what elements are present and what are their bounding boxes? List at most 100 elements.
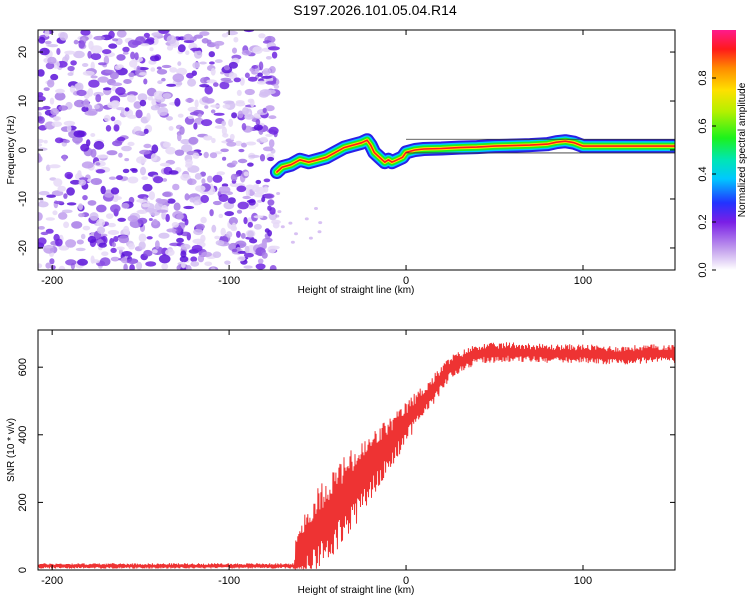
noise-blob	[264, 193, 275, 199]
snr-plot-area	[38, 330, 675, 570]
noise-blob	[209, 152, 218, 159]
noise-blob	[233, 77, 241, 83]
noise-blob	[267, 245, 277, 254]
noise-blob	[253, 124, 263, 131]
noise-blob	[257, 258, 264, 264]
noise-blob	[54, 92, 66, 101]
noise-blob	[308, 236, 313, 240]
noise-blob	[161, 64, 172, 69]
noise-blob	[218, 213, 224, 219]
noise-blob	[61, 209, 73, 214]
noise-blob	[229, 133, 235, 141]
noise-blob	[209, 209, 214, 217]
noise-blob	[80, 143, 90, 152]
noise-blob	[215, 240, 225, 246]
noise-blob	[74, 99, 86, 108]
noise-blob	[63, 221, 70, 229]
noise-blob	[50, 108, 60, 116]
noise-blob	[140, 43, 150, 47]
noise-blob	[107, 222, 116, 228]
noise-blob	[243, 265, 253, 269]
noise-blob	[180, 243, 191, 250]
noise-blob	[177, 44, 186, 53]
noise-blob	[240, 232, 246, 239]
noise-blob	[88, 79, 100, 88]
noise-blob	[110, 116, 116, 122]
noise-blob	[48, 164, 61, 169]
noise-blob	[228, 217, 238, 226]
noise-blob	[77, 258, 88, 266]
snr-panel: -200 -100 0 100 0 200 400 600 Height of straig…	[6, 329, 676, 596]
noise-blob	[215, 43, 220, 50]
noise-blob	[221, 126, 227, 136]
noise-blob	[212, 200, 222, 206]
noise-blob	[252, 46, 263, 54]
noise-blob	[150, 153, 158, 162]
noise-blob	[58, 245, 70, 251]
colorbar-label: Normalized spectral amplitude	[737, 82, 748, 217]
noise-blob	[58, 105, 69, 111]
noise-blob	[87, 200, 97, 206]
noise-blob	[318, 221, 323, 225]
noise-blob	[288, 221, 293, 225]
noise-blob	[304, 217, 309, 221]
noise-blob	[236, 185, 247, 193]
noise-blob	[138, 233, 147, 243]
snr-x-label: Height of straight line (km)	[298, 585, 415, 596]
noise-blob	[253, 215, 264, 219]
noise-blob	[162, 141, 171, 148]
noise-blob	[261, 75, 273, 79]
noise-blob	[180, 139, 191, 145]
snr-x-ticks: -200 -100 0 100	[41, 330, 592, 587]
noise-blob	[224, 80, 233, 83]
noise-blob	[148, 218, 153, 221]
noise-blob	[90, 255, 95, 264]
noise-blob	[199, 61, 207, 65]
noise-blob	[49, 258, 55, 265]
noise-blob	[77, 170, 82, 177]
noise-blob	[131, 168, 138, 173]
noise-blob	[158, 232, 170, 239]
noise-blob	[165, 213, 170, 223]
noise-blob	[63, 193, 68, 199]
noise-blob	[90, 75, 98, 79]
spectrogram-y-ticks: -20 -10 0 10 20	[17, 46, 675, 256]
noise-blob	[159, 162, 171, 167]
noise-blob	[143, 78, 148, 85]
ridge-layer	[269, 133, 675, 179]
noise-blob	[262, 107, 267, 114]
noise-blob	[44, 40, 52, 45]
noise-blob	[210, 104, 221, 108]
noise-blob	[133, 101, 142, 109]
noise-blob	[161, 263, 169, 270]
noise-blob	[194, 173, 202, 180]
noise-blob	[210, 68, 216, 76]
noise-blob	[71, 221, 83, 229]
noise-blob	[90, 178, 103, 185]
noise-blob	[231, 248, 238, 253]
noise-blob	[126, 258, 139, 265]
noise-blob	[247, 230, 255, 238]
noise-blob	[129, 264, 135, 270]
noise-blob	[112, 140, 123, 147]
noise-blob	[236, 230, 241, 238]
colorbar-tick-label: 0.4	[697, 166, 709, 181]
noise-blob	[38, 191, 50, 196]
noise-blob	[127, 114, 138, 119]
noise-blob	[199, 84, 210, 88]
noise-blob	[223, 100, 235, 105]
noise-blob	[116, 107, 125, 111]
noise-blob	[317, 230, 322, 234]
noise-blob	[222, 133, 229, 138]
noise-blob	[259, 154, 266, 162]
noise-blob	[52, 210, 58, 216]
noise-blob	[38, 263, 43, 269]
noise-blob	[118, 235, 130, 244]
noise-blob	[150, 105, 160, 111]
noise-blob	[236, 89, 242, 96]
noise-blob	[152, 249, 158, 254]
noise-blob	[82, 63, 89, 67]
noise-blob	[50, 265, 56, 270]
noise-blob	[96, 204, 107, 213]
noise-blob	[216, 171, 226, 176]
